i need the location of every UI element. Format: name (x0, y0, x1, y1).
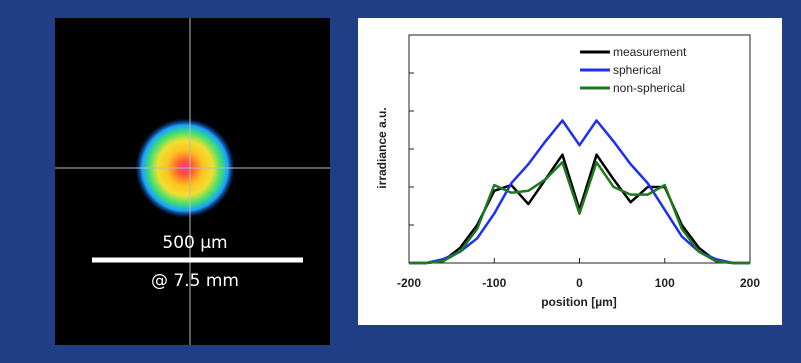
series-line (409, 121, 750, 264)
y-axis-label: irradiance a.u. (375, 107, 389, 188)
chart: irradiance a.u. position [µm] -200 -100 0 1… (358, 18, 782, 325)
plot-frame (409, 35, 750, 263)
page: {"image_panel": {"scale_label": "500 µm"… (0, 0, 801, 363)
x-tick-label: 0 (576, 276, 583, 290)
x-tick-label: -100 (482, 276, 506, 290)
x-axis-label: position [µm] (541, 295, 617, 309)
x-tick-label: 200 (740, 276, 760, 290)
legend-label: non-spherical (613, 81, 685, 95)
legend-label: measurement (613, 45, 687, 59)
x-tick-label: 100 (655, 276, 675, 290)
scale-label: 500 µm (162, 233, 227, 253)
distance-label: @ 7.5 mm (151, 271, 239, 291)
series-line (409, 155, 750, 263)
x-tick-label: -200 (397, 276, 421, 290)
legend-label: spherical (613, 63, 661, 77)
beam-image: 500 µm @ 7.5 mm (55, 18, 330, 345)
